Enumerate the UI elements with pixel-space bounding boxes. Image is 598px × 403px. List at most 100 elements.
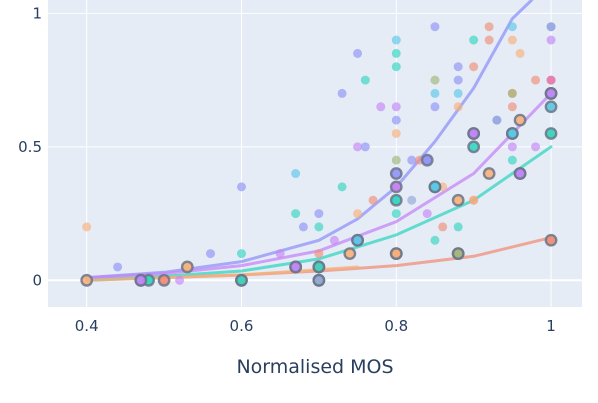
highlight-point-s2-1: [235, 273, 248, 287]
y-tick-labels: 00.51: [18, 4, 42, 289]
point-s0-5: [337, 88, 347, 98]
point-s0-14: [453, 75, 463, 85]
point-s5-5: [507, 22, 517, 32]
x-tick-labels: 0.4 0.6 0.8 1: [75, 317, 556, 335]
x-tick-label-3: 1: [546, 317, 556, 335]
point-s0-13: [453, 62, 463, 72]
point-s2-7: [391, 62, 401, 72]
point-s2-4: [337, 182, 347, 192]
highlight-point-s5-1: [428, 180, 442, 194]
highlight-point-s4-1: [180, 260, 194, 274]
data-points: [80, 22, 558, 287]
point-s1-2: [368, 195, 378, 205]
x-axis-title: Normalised MOS: [236, 356, 393, 378]
point-s5-4: [453, 88, 463, 98]
point-s1-9: [484, 22, 494, 32]
x-tick-label-0: 0.4: [75, 317, 99, 335]
point-s4-3: [391, 128, 401, 138]
fit-curve-0: [85, 0, 534, 280]
point-s5-3: [430, 88, 440, 98]
point-s2-3: [314, 222, 324, 232]
point-s2-10: [453, 222, 463, 232]
point-s4-5: [453, 102, 463, 112]
point-s3-2: [329, 235, 339, 245]
point-s3-8: [507, 142, 517, 152]
highlight-point-s4-2: [343, 247, 357, 261]
point-s2-5: [360, 75, 370, 85]
point-s7-2: [546, 75, 556, 85]
point-s2-11: [469, 35, 479, 45]
highlight-point-s3-0: [134, 273, 148, 287]
highlight-point-s5-0: [351, 233, 364, 247]
point-s1-1: [314, 249, 324, 259]
point-s6-1: [430, 75, 440, 85]
point-s1-5: [438, 222, 448, 232]
point-s2-2: [291, 209, 301, 219]
point-s0-1: [206, 249, 216, 259]
highlight-point-s3-3: [467, 127, 481, 140]
highlight-point-s4-3: [389, 247, 403, 261]
highlight-point-s3-1: [289, 260, 303, 274]
point-s3-6: [422, 209, 432, 219]
point-s0-9: [407, 155, 417, 165]
point-s1-8: [484, 35, 494, 45]
point-s0-3: [298, 222, 308, 232]
y-tick-label-1: 0.5: [18, 138, 42, 156]
point-s3-4: [376, 102, 386, 112]
highlight-point-s8-0: [312, 273, 326, 287]
point-s4-7: [507, 35, 517, 45]
highlight-point-s5-3: [544, 100, 558, 114]
point-s0-7: [360, 142, 370, 152]
point-s0-8: [391, 115, 401, 125]
point-s3-9: [531, 142, 541, 152]
y-tick-label-2: 1: [32, 4, 42, 22]
highlight-point-s1-5: [544, 233, 558, 247]
point-s4-2: [353, 209, 363, 219]
point-s6-2: [507, 88, 517, 98]
highlight-point-s6-1: [451, 247, 465, 261]
x-tick-label-1: 0.6: [230, 317, 254, 335]
highlight-point-s3-2: [389, 180, 403, 194]
point-s8-2: [407, 195, 417, 205]
point-s6-0: [391, 155, 401, 165]
point-s1-10: [507, 102, 517, 112]
point-s3-10: [546, 35, 556, 45]
point-s0-6: [353, 48, 363, 58]
highlight-point-s2-3: [389, 193, 403, 207]
highlight-point-s3-4: [513, 167, 527, 180]
point-s3-3: [353, 142, 363, 152]
point-s0-12: [430, 22, 440, 32]
highlight-point-s2-5: [467, 140, 481, 154]
point-s0-11: [430, 102, 440, 112]
point-s3-5: [391, 102, 401, 112]
point-s4-8: [515, 48, 525, 58]
highlight-point-s5-2: [505, 127, 519, 140]
point-s4-6: [469, 195, 479, 205]
point-s8-1: [546, 22, 556, 32]
point-s2-9: [430, 235, 440, 245]
y-tick-label-0: 0: [32, 271, 42, 289]
point-s5-0: [291, 169, 301, 179]
point-s3-0: [175, 275, 185, 285]
highlight-point-s4-0: [80, 273, 94, 287]
point-s4-0: [82, 222, 92, 232]
highlight-point-s2-2: [312, 260, 326, 274]
point-s1-12: [531, 75, 541, 85]
highlight-point-s4-4: [451, 193, 465, 207]
point-s2-13: [507, 155, 517, 165]
point-s5-1: [391, 35, 401, 45]
x-tick-label-2: 0.8: [384, 317, 408, 335]
point-s2-1: [236, 249, 246, 259]
point-s2-6: [391, 48, 401, 58]
highlight-point-s0-4: [420, 153, 434, 167]
point-s0-0: [113, 262, 123, 272]
highlight-point-s1-0: [157, 273, 171, 287]
point-s2-8: [391, 209, 401, 219]
point-s0-4: [314, 209, 324, 219]
point-s3-1: [275, 249, 285, 259]
highlight-point-s0-3: [389, 167, 403, 180]
point-s0-2: [236, 182, 246, 192]
point-s8-0: [492, 115, 502, 125]
